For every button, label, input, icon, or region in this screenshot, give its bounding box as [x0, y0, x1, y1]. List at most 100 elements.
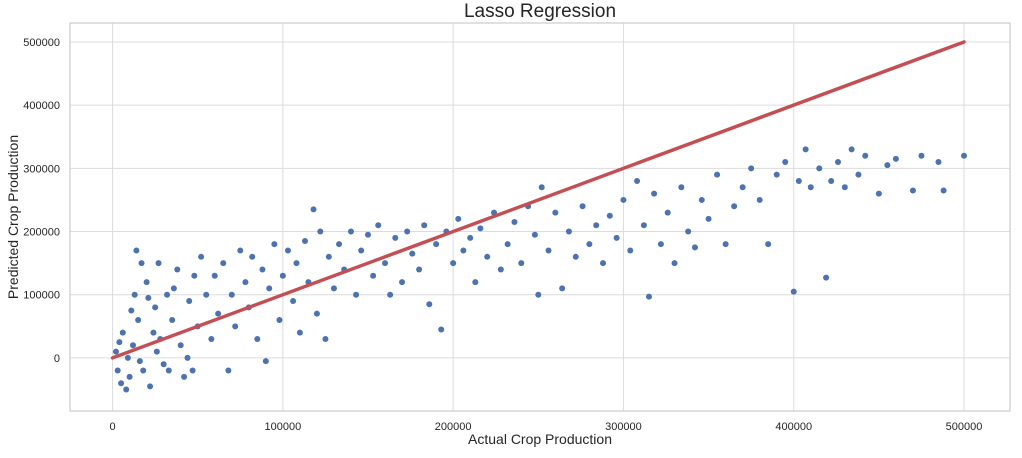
data-point	[600, 260, 607, 267]
data-point	[739, 184, 746, 191]
data-point	[143, 279, 150, 286]
data-point	[271, 241, 278, 248]
data-point	[133, 247, 140, 254]
data-point	[262, 358, 269, 365]
x-tick-label: 300000	[605, 421, 642, 433]
data-point	[748, 165, 755, 172]
data-point	[593, 222, 600, 229]
data-point	[191, 272, 198, 279]
data-point	[961, 152, 968, 159]
data-point	[691, 244, 698, 251]
data-point	[416, 266, 423, 273]
x-tick-label: 200000	[435, 421, 472, 433]
data-point	[467, 234, 474, 241]
data-point	[382, 260, 389, 267]
data-point	[504, 241, 511, 248]
data-point	[135, 317, 142, 324]
data-point	[358, 247, 365, 254]
data-point	[387, 291, 394, 298]
data-point	[330, 285, 337, 292]
data-point	[572, 253, 579, 260]
data-point	[136, 358, 143, 365]
data-point	[620, 196, 627, 203]
data-point	[640, 222, 647, 229]
data-point	[302, 238, 308, 245]
data-point	[627, 247, 634, 254]
chart-title: Lasso Regression	[464, 1, 616, 22]
y-axis-label: Predicted Crop Production	[5, 135, 21, 299]
data-point	[347, 228, 354, 235]
data-point	[124, 354, 131, 361]
data-point	[450, 260, 457, 267]
plot-frame	[69, 22, 1011, 412]
y-tick-label: 500000	[23, 37, 60, 49]
data-point	[433, 241, 440, 248]
data-point	[538, 184, 545, 191]
data-point	[671, 260, 678, 267]
data-point	[409, 250, 416, 257]
data-point	[472, 279, 479, 286]
data-point	[657, 241, 664, 248]
data-point	[460, 247, 467, 254]
data-point	[116, 339, 123, 346]
data-point	[370, 272, 377, 279]
x-tick-label: 100000	[265, 421, 302, 433]
data-point	[552, 209, 559, 216]
data-point	[651, 190, 658, 197]
data-point	[438, 326, 445, 333]
data-point	[184, 354, 191, 361]
data-point	[279, 272, 286, 279]
data-point	[169, 317, 176, 324]
data-point	[518, 260, 525, 267]
data-point	[678, 184, 685, 191]
data-point	[426, 301, 433, 308]
data-point	[225, 367, 232, 374]
data-point	[284, 247, 291, 254]
data-point	[152, 304, 159, 311]
data-point	[579, 203, 586, 210]
data-point	[884, 162, 891, 169]
data-point	[404, 228, 411, 235]
data-point	[130, 342, 137, 349]
data-point	[875, 190, 882, 197]
data-point	[140, 367, 147, 374]
data-point	[198, 253, 205, 260]
data-point	[353, 291, 360, 298]
data-point	[232, 323, 239, 330]
data-point	[375, 222, 382, 229]
y-tick-label: 100000	[23, 290, 60, 302]
data-point	[940, 187, 947, 194]
data-point	[795, 177, 802, 184]
x-tick-label: 0	[110, 421, 116, 433]
data-point	[128, 307, 135, 314]
data-point	[242, 279, 249, 286]
data-point	[114, 367, 121, 374]
data-point	[399, 279, 406, 286]
data-point	[782, 159, 789, 166]
data-point	[698, 196, 705, 203]
data-point	[559, 285, 566, 292]
data-point	[259, 266, 266, 273]
data-point	[313, 310, 320, 317]
data-point	[237, 247, 244, 254]
data-point	[138, 260, 145, 267]
data-point	[935, 159, 942, 166]
y-tick-label: 400000	[23, 100, 60, 112]
data-point	[189, 367, 196, 374]
data-point	[835, 159, 842, 166]
points	[112, 146, 968, 393]
data-point	[325, 253, 332, 260]
data-point	[118, 380, 125, 387]
x-tick-label: 400000	[775, 421, 812, 433]
data-point	[336, 241, 343, 248]
data-point	[765, 241, 772, 248]
data-point	[181, 373, 188, 380]
data-point	[664, 209, 671, 216]
data-point	[310, 206, 317, 213]
data-point	[208, 335, 215, 342]
data-point	[705, 215, 712, 222]
data-point	[421, 222, 428, 229]
data-point	[266, 285, 273, 292]
data-point	[848, 146, 855, 153]
data-point	[823, 274, 830, 281]
